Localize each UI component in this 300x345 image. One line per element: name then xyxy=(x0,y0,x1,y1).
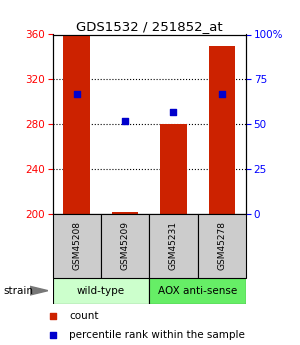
Point xyxy=(123,118,128,124)
Text: GSM45278: GSM45278 xyxy=(217,221,226,270)
Bar xyxy=(52,214,101,278)
Polygon shape xyxy=(30,286,48,295)
Bar xyxy=(63,34,90,214)
Text: wild-type: wild-type xyxy=(77,286,125,296)
Text: percentile rank within the sample: percentile rank within the sample xyxy=(69,330,245,339)
Text: AOX anti-sense: AOX anti-sense xyxy=(158,286,237,296)
Bar xyxy=(160,124,187,214)
Text: count: count xyxy=(69,312,99,321)
Point xyxy=(219,91,224,97)
Bar xyxy=(149,278,246,304)
Bar xyxy=(149,214,198,278)
Title: GDS1532 / 251852_at: GDS1532 / 251852_at xyxy=(76,20,223,33)
Point xyxy=(50,314,55,319)
Bar xyxy=(208,46,235,214)
Point xyxy=(50,332,55,337)
Bar xyxy=(112,211,138,214)
Text: strain: strain xyxy=(3,286,33,296)
Text: GSM45209: GSM45209 xyxy=(121,221,130,270)
Point xyxy=(171,109,176,115)
Point xyxy=(74,91,79,97)
Bar xyxy=(52,278,149,304)
Text: GSM45231: GSM45231 xyxy=(169,221,178,270)
Bar xyxy=(198,214,246,278)
Text: GSM45208: GSM45208 xyxy=(72,221,81,270)
Bar xyxy=(101,214,149,278)
